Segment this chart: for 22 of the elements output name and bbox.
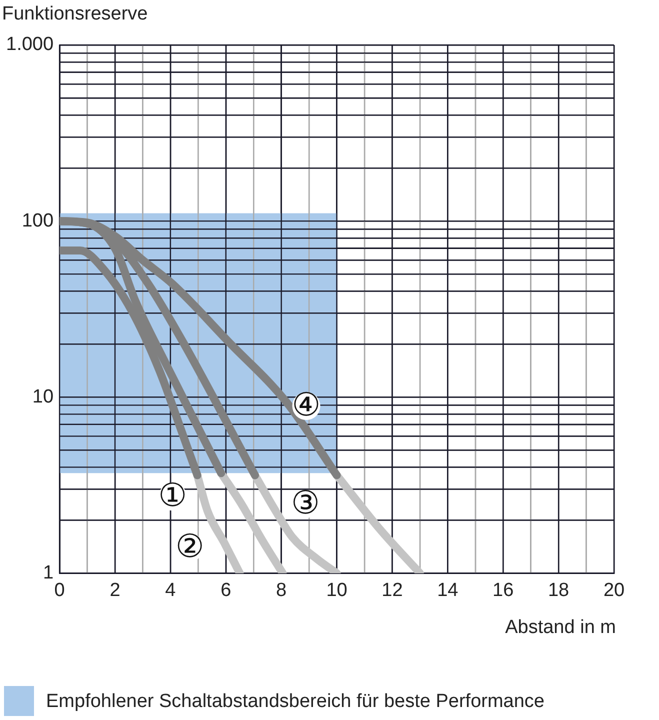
x-tick-label: 14 <box>437 580 459 601</box>
y-tick-label: 100 <box>22 210 54 232</box>
x-tick-label: 20 <box>603 580 625 601</box>
legend-label: Empfohlener Schaltabstandsbereich für beste Performance <box>46 691 544 712</box>
x-tick-label: 2 <box>110 580 120 601</box>
x-tick-label: 10 <box>326 580 348 601</box>
annotation: ② <box>176 526 204 565</box>
y-axis-title: Funktionsreserve <box>2 4 148 25</box>
y-tick-label: 1 <box>42 562 54 584</box>
y-tick-label: 10 <box>32 386 54 408</box>
x-tick-label: 6 <box>220 580 232 601</box>
y-tick-label: 1.000 <box>6 34 54 56</box>
annotation: ④ <box>292 385 321 424</box>
x-tick-label: 12 <box>382 580 403 601</box>
annotation: ③ <box>291 484 320 522</box>
x-axis-title: Abstand in m <box>505 616 616 638</box>
x-tick-label: 0 <box>54 580 65 601</box>
x-tick-label: 18 <box>548 580 570 601</box>
x-tick-label: 16 <box>492 580 514 601</box>
x-tick-label: 4 <box>165 580 176 601</box>
annotation: ① <box>158 476 187 514</box>
x-tick-label: 8 <box>276 580 287 601</box>
